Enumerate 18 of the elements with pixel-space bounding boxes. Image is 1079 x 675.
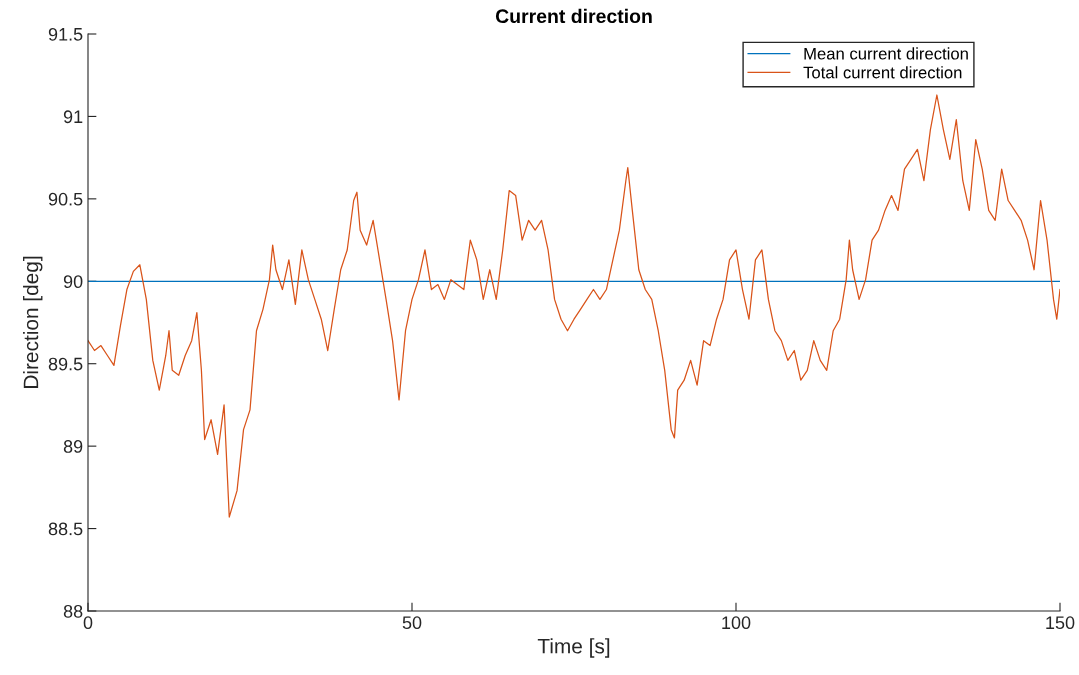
line-series (88, 94, 1060, 518)
y-tick-label: 89.5 (48, 357, 83, 371)
y-tick-label: 88.5 (48, 522, 83, 536)
y-tick-label: 91 (63, 110, 83, 124)
y-axis-title: Direction [deg] (23, 256, 43, 388)
legend-label: Mean current direction (804, 47, 968, 60)
y-tick-label: 90 (63, 275, 83, 289)
y-tick-label: 89 (63, 440, 83, 453)
y-tick-label: 88 (63, 604, 83, 618)
x-tick-label: 100 (722, 616, 751, 630)
x-tick-label: 150 (1046, 616, 1075, 630)
legend-label: Total current direction (803, 66, 962, 79)
x-axis-title: Time [s] (537, 638, 610, 658)
y-tick-label: 91.5 (48, 27, 83, 41)
chart-title: Current direction (495, 8, 652, 24)
x-tick-label: 50 (402, 616, 422, 630)
y-tick-label: 90.5 (48, 192, 83, 206)
x-tick-label: 0 (83, 616, 93, 630)
